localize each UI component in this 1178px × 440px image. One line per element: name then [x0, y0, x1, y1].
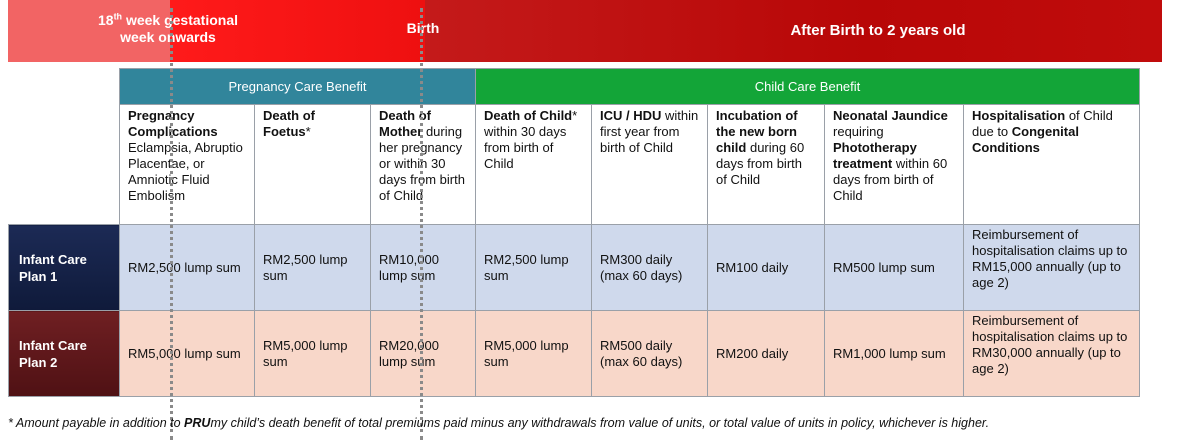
condition-1-text: Eclampsia, Abruptio Placentae, or Amniot… — [128, 140, 243, 203]
condition-pregnancy-complications: Pregnancy Complications Eclampsia, Abrup… — [119, 104, 255, 225]
plan-2-value-8: Reimbursement of hospitalisation claims … — [963, 310, 1141, 397]
condition-8-title: Hospitalisation — [972, 108, 1066, 123]
condition-5-text: within first year from birth of Child — [600, 108, 699, 155]
condition-death-of-mother: Death of Mother during her pregnancy or … — [369, 104, 477, 225]
plan-2-label: Infant Care Plan 2 — [8, 310, 120, 397]
plan-1-value-7: RM500 lump sum — [824, 224, 965, 311]
plan-1-row: Infant Care Plan 1 RM2,500 lump sum RM2,… — [8, 224, 1141, 311]
condition-7-title: Neonatal Jaundice — [833, 108, 948, 123]
condition-4-title: Death of Child — [484, 108, 573, 123]
timeline-segment-birth — [170, 0, 425, 62]
footnote-post: my child’s death benefit of total premiu… — [210, 416, 990, 430]
condition-incubation: Incubation of the new born child during … — [707, 104, 826, 225]
condition-3-title: Death of Mother — [379, 108, 431, 139]
condition-8-title-2: Congenital Conditions — [972, 124, 1079, 155]
plan-2-value-3: RM20,000 lump sum — [369, 310, 477, 397]
conditions-row: Pregnancy Complications Eclampsia, Abrup… — [9, 104, 1141, 225]
condition-7-text: requiring — [833, 124, 884, 139]
plan-2-value-2: RM5,000 lump sum — [254, 310, 371, 397]
plan-1-value-4: RM2,500 lump sum — [475, 224, 593, 311]
condition-6-text: during 60 days from birth of Child — [716, 140, 805, 187]
condition-death-of-child: Death of Child* within 30 days from birt… — [475, 104, 593, 225]
plan-2-value-1: RM5,000 lump sum — [119, 310, 255, 397]
conditions-blank-cell — [9, 105, 120, 225]
condition-neonatal-jaundice: Neonatal Jaundice requiring Phototherapy… — [824, 104, 965, 225]
plan-1-value-8: Reimbursement of hospitalisation claims … — [963, 224, 1141, 311]
plan-1-value-2: RM2,500 lump sum — [254, 224, 371, 311]
timeline-segment-after-birth — [425, 0, 1162, 62]
condition-icu-hdu: ICU / HDU within first year from birth o… — [591, 104, 709, 225]
child-care-header: Child Care Benefit — [475, 68, 1141, 105]
plan-1-label: Infant Care Plan 1 — [8, 224, 120, 311]
plan-2-value-7: RM1,000 lump sum — [824, 310, 965, 397]
plan-2-row: Infant Care Plan 2 RM5,000 lump sum RM5,… — [8, 310, 1141, 397]
condition-7-text-2: within 60 days from birth of Child — [833, 156, 948, 203]
condition-8-text: of Child due to — [972, 108, 1113, 139]
pregnancy-care-header: Pregnancy Care Benefit — [118, 68, 477, 105]
week-suffix: th — [113, 11, 123, 22]
condition-6-title: Incubation of the new born child — [716, 108, 798, 155]
timeline-label-after-birth: After Birth to 2 years old — [790, 22, 966, 39]
plan-1-value-3: RM10,000 lump sum — [369, 224, 477, 311]
week-number: 18 — [97, 12, 114, 28]
benefit-table: Pregnancy Care Benefit Child Care Benefi… — [8, 68, 1141, 397]
plan-1-value-1: RM2,500 lump sum — [119, 224, 255, 311]
week-line2: week onwards — [120, 29, 216, 45]
timeline-label-birth: Birth — [406, 20, 440, 36]
plan-1-value-6: RM100 daily — [707, 224, 826, 311]
week-rest: week gestational — [122, 12, 238, 28]
plan-2-value-4: RM5,000 lump sum — [475, 310, 593, 397]
footnote-pre: * Amount payable in addition to — [8, 416, 185, 430]
birth-marker-line — [420, 8, 423, 440]
header-blank-cell — [9, 69, 120, 105]
benefit-header-row: Pregnancy Care Benefit Child Care Benefi… — [9, 68, 1141, 105]
gestational-week-marker-line — [170, 8, 173, 440]
condition-7-title-2: Phototherapy treatment — [833, 140, 917, 171]
footnote: * Amount payable in addition to PRUmy ch… — [8, 416, 1173, 430]
condition-hospitalisation: Hospitalisation of Child due to Congenit… — [963, 104, 1141, 225]
timeline-label-gestational-week: 18th week gestational week onwards — [68, 12, 268, 46]
footnote-brand: PRU — [184, 416, 211, 430]
timeline-segment-gestation — [8, 0, 170, 62]
condition-2-title: Death of Foetus — [263, 108, 315, 139]
condition-2-text: * — [305, 124, 311, 139]
condition-death-of-foetus: Death of Foetus* — [254, 104, 371, 225]
condition-5-title: ICU / HDU — [600, 108, 662, 123]
plan-2-value-6: RM200 daily — [707, 310, 826, 397]
plan-1-value-5: RM300 daily (max 60 days) — [591, 224, 709, 311]
plan-2-value-5: RM500 daily (max 60 days) — [591, 310, 709, 397]
condition-4-text: * within 30 days from birth of Child — [484, 108, 578, 171]
timeline-banner: 18th week gestational week onwards Birth… — [8, 0, 1162, 62]
